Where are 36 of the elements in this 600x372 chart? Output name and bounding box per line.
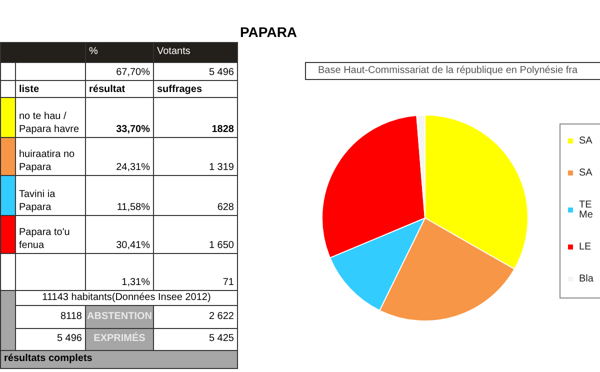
legend-label: Bla <box>579 274 594 284</box>
text: 24,31% <box>116 162 150 174</box>
text: 8118 <box>60 310 82 324</box>
legend-label: TE Me <box>579 200 595 220</box>
text: 11143 habitants(Données Insee 2012) <box>42 292 211 304</box>
text: % <box>89 46 98 59</box>
text: no te hau / Papara havre <box>19 111 80 136</box>
text: 1828 <box>212 124 234 136</box>
text: 2 622 <box>208 310 234 324</box>
text: 30,41% <box>116 240 150 252</box>
slice-label: SA <box>579 168 593 178</box>
text: ABSTENTION <box>87 310 152 324</box>
text: PAPARA <box>240 24 298 40</box>
text: 628 <box>217 202 234 214</box>
text: huiraatira no Papara <box>19 149 76 174</box>
text: suffrages <box>157 84 202 96</box>
text: résultat <box>89 84 126 96</box>
legend-label: SA <box>579 136 593 146</box>
legend-label: LE <box>579 242 592 252</box>
text: 5 496 <box>208 66 234 79</box>
text: résultats complets <box>4 353 92 366</box>
text: liste <box>19 84 40 96</box>
text: 5 496 <box>56 333 82 346</box>
text: 67,70% <box>116 66 150 79</box>
text: 71 <box>222 276 234 289</box>
chart-subtitle: Base Haut-Commissariat de la république en Polynésie fra <box>305 62 600 80</box>
text: Papara to'u fenua <box>19 227 71 252</box>
text: EXPRIMÉS <box>94 333 146 346</box>
text: 5 425 <box>208 333 234 346</box>
text: Votants <box>157 46 190 59</box>
text: 33,70% <box>116 124 150 136</box>
text: Tavini ia Papara <box>19 189 56 214</box>
text: 11,58% <box>116 202 150 214</box>
text: 1,31% <box>122 276 150 289</box>
text: 1 319 <box>208 162 234 174</box>
text: 1 650 <box>208 240 234 252</box>
